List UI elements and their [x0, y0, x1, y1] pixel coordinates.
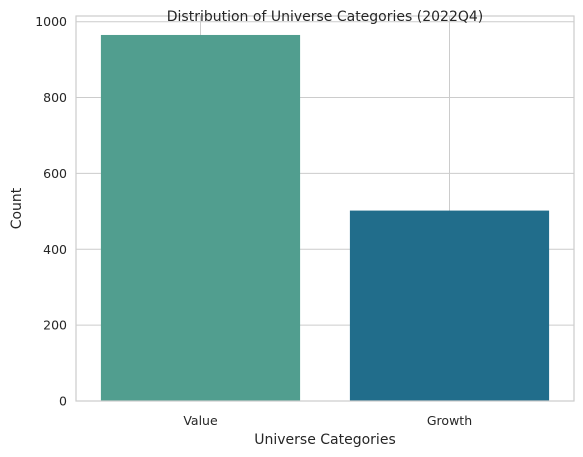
x-tick-label: Value [183, 413, 218, 428]
y-tick-label: 200 [43, 318, 67, 333]
bar-value [100, 34, 301, 402]
y-ticks: 0 200 400 600 800 1000 [35, 14, 67, 408]
y-tick-label: 1000 [35, 14, 67, 29]
x-ticks: Value Growth [183, 413, 472, 428]
bars [100, 34, 550, 402]
y-axis-label: Count [9, 187, 25, 229]
x-tick-label: Growth [427, 413, 472, 428]
plot-frame [75, 15, 575, 402]
x-axis-label: Universe Categories [254, 432, 395, 448]
y-tick-label: 600 [43, 166, 67, 181]
chart-title: Distribution of Universe Categories (202… [167, 9, 483, 25]
y-tick-label: 0 [59, 394, 67, 409]
y-tick-label: 800 [43, 90, 67, 105]
y-tick-label: 400 [43, 242, 67, 257]
bar-growth [349, 210, 550, 401]
